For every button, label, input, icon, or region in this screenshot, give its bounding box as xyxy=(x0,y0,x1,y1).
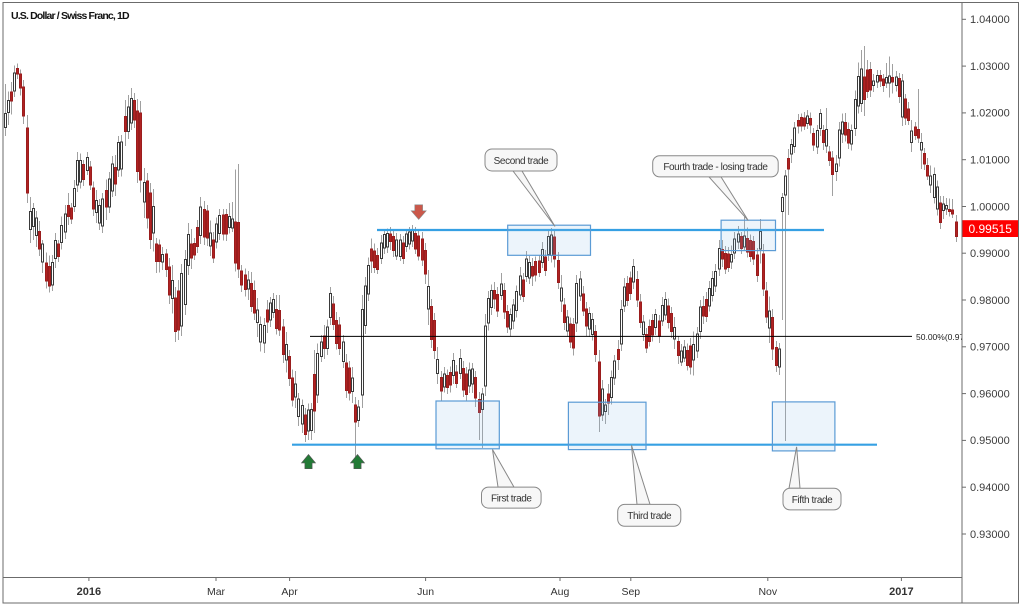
svg-text:0.99000: 0.99000 xyxy=(970,248,1010,260)
svg-text:Second trade: Second trade xyxy=(494,156,550,167)
svg-text:1.03000: 1.03000 xyxy=(970,61,1010,73)
svg-text:0.95000: 0.95000 xyxy=(970,435,1010,447)
svg-text:Mar: Mar xyxy=(207,586,226,598)
svg-text:0.94000: 0.94000 xyxy=(970,482,1010,494)
svg-text:Third trade: Third trade xyxy=(627,511,672,522)
svg-text:1.00000: 1.00000 xyxy=(970,201,1010,213)
svg-text:2016: 2016 xyxy=(77,586,101,598)
svg-text:1.02000: 1.02000 xyxy=(970,108,1010,120)
svg-text:Jun: Jun xyxy=(417,586,434,598)
svg-text:0.98000: 0.98000 xyxy=(970,295,1010,307)
svg-text:Apr: Apr xyxy=(281,586,298,598)
svg-text:0.93000: 0.93000 xyxy=(970,529,1010,541)
svg-text:1.01000: 1.01000 xyxy=(970,155,1010,167)
svg-text:0.96000: 0.96000 xyxy=(970,388,1010,400)
svg-text:Nov: Nov xyxy=(758,586,777,598)
svg-text:50.00%(0.972: 50.00%(0.972 xyxy=(916,332,969,342)
svg-text:0.99515: 0.99515 xyxy=(969,222,1013,236)
svg-text:1.04000: 1.04000 xyxy=(970,14,1010,26)
svg-text:2017: 2017 xyxy=(889,586,913,598)
svg-text:First trade: First trade xyxy=(491,493,532,504)
svg-text:U.S. Dollar / Swiss Franc, 1D: U.S. Dollar / Swiss Franc, 1D xyxy=(11,10,130,22)
svg-text:Sep: Sep xyxy=(621,586,640,598)
svg-text:0.97000: 0.97000 xyxy=(970,342,1010,354)
svg-text:Fifth trade: Fifth trade xyxy=(792,495,833,506)
svg-text:Aug: Aug xyxy=(551,586,570,598)
svg-text:Fourth trade - losing trade: Fourth trade - losing trade xyxy=(663,162,768,173)
